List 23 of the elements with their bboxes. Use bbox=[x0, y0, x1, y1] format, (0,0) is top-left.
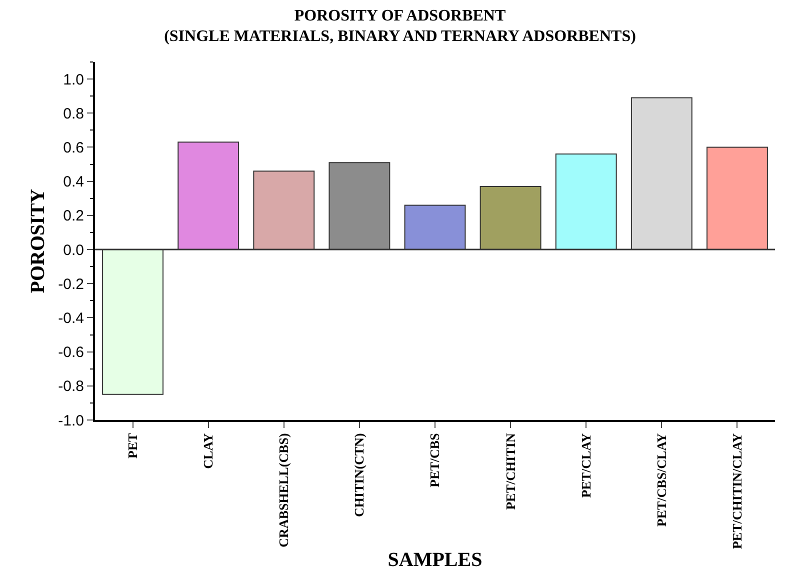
x-axis-title: SAMPLES bbox=[388, 549, 482, 572]
y-tick-label: 0.4 bbox=[63, 174, 84, 191]
y-tick-label: 0.6 bbox=[63, 139, 84, 156]
x-tick-label: PET/CBS/CLAY bbox=[654, 432, 669, 527]
x-tick-label: PET/CLAY bbox=[578, 432, 594, 498]
y-tick-label: 1.0 bbox=[63, 71, 84, 88]
x-tick-label: CRABSHELL(CBS) bbox=[276, 433, 292, 548]
y-axis-title: POROSITY bbox=[27, 188, 50, 294]
x-tick-label: CHITIN(CTN) bbox=[352, 433, 367, 517]
y-tick-label: -1.0 bbox=[58, 412, 84, 430]
x-tick-label: PET bbox=[125, 432, 140, 458]
x-tick-label: CLAY bbox=[200, 432, 216, 469]
y-tick-label: -0.6 bbox=[58, 344, 84, 362]
chart-title: POROSITY OF ADSORBENT (SINGLE MATERIALS, BINARY AND TERNARY ADSORBENTS) bbox=[164, 7, 636, 46]
y-tick-label: 0.0 bbox=[63, 242, 84, 259]
y-tick-label: -0.4 bbox=[58, 310, 84, 327]
x-tick-label: PET/CHITIN/CLAY bbox=[729, 432, 744, 550]
x-tick-label: PET/CHITIN bbox=[502, 432, 518, 510]
y-tick-label: -0.2 bbox=[58, 276, 84, 293]
x-tick-label: PET/CBS bbox=[427, 433, 442, 488]
y-tick-label: 0.8 bbox=[63, 105, 84, 122]
y-tick-label: 0.2 bbox=[63, 208, 84, 225]
y-tick-label: -0.8 bbox=[58, 378, 84, 396]
